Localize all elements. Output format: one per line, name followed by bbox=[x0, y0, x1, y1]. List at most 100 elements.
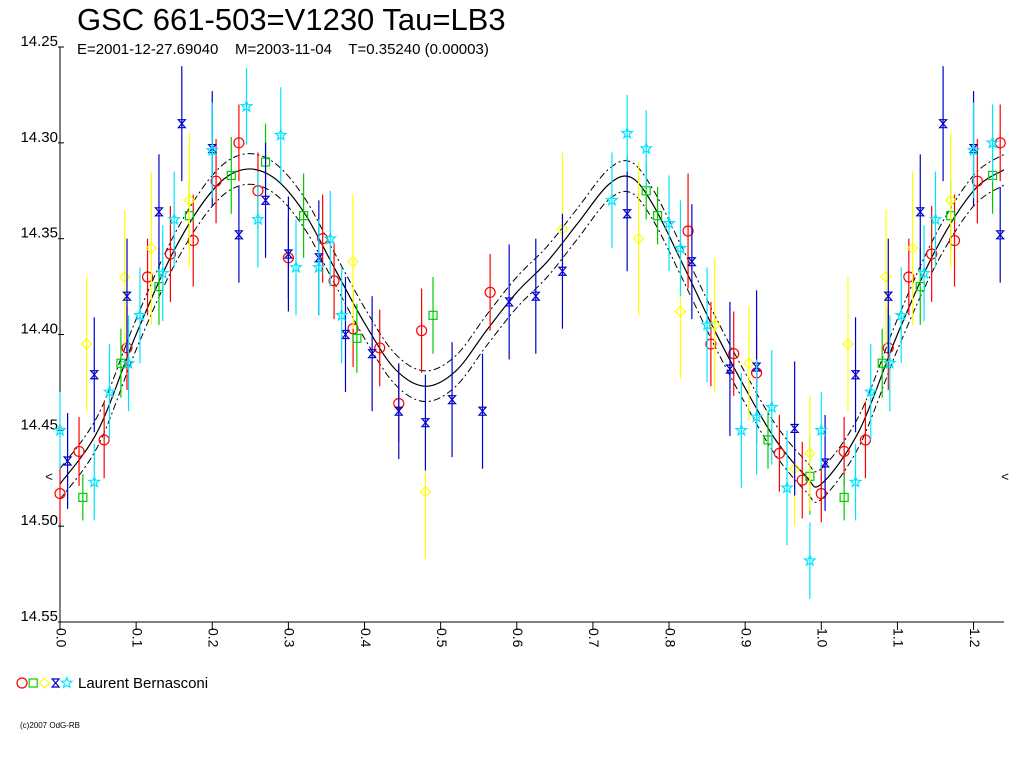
star-marker bbox=[749, 409, 764, 423]
star-marker bbox=[734, 423, 749, 437]
hourglass-marker bbox=[477, 406, 488, 416]
circle-marker bbox=[233, 137, 245, 149]
hourglass-marker bbox=[420, 418, 431, 428]
circle-marker bbox=[164, 248, 176, 260]
hourglass-marker bbox=[314, 253, 324, 263]
hourglass-marker bbox=[50, 678, 61, 688]
star-marker bbox=[673, 241, 688, 255]
hourglass-marker bbox=[968, 143, 979, 154]
star-marker bbox=[251, 212, 265, 226]
circle-marker bbox=[948, 234, 961, 247]
hourglass-marker bbox=[915, 207, 926, 217]
square-marker bbox=[78, 492, 88, 503]
hourglass-marker bbox=[725, 364, 735, 374]
x-tick-label: 0.9 bbox=[738, 628, 754, 648]
fit-curves bbox=[59, 153, 1005, 503]
star-marker bbox=[662, 216, 676, 230]
circle-marker bbox=[210, 175, 222, 187]
y-tick-label: 14.40 bbox=[20, 321, 58, 338]
star-marker bbox=[814, 423, 829, 437]
square-marker bbox=[428, 310, 438, 320]
circle-marker bbox=[926, 248, 938, 260]
star-marker bbox=[53, 423, 67, 437]
circle-marker bbox=[815, 487, 827, 500]
hourglass-marker bbox=[557, 266, 568, 276]
star-marker bbox=[205, 143, 220, 157]
x-tick-label: 0.8 bbox=[662, 628, 678, 648]
star-marker bbox=[87, 474, 102, 488]
hourglass-marker bbox=[176, 119, 187, 129]
diamond-marker bbox=[183, 194, 196, 207]
circle-marker bbox=[16, 677, 28, 689]
fit-upper-bound bbox=[59, 153, 1005, 473]
hourglass-marker bbox=[995, 230, 1006, 240]
star-marker bbox=[917, 265, 931, 279]
diamond-marker bbox=[674, 305, 687, 318]
hourglass-marker bbox=[283, 249, 294, 259]
star-marker bbox=[848, 474, 863, 488]
x-tick-label: 0.4 bbox=[358, 628, 374, 648]
hourglass-marker bbox=[393, 406, 404, 416]
y-tick-label: 14.25 bbox=[20, 33, 58, 50]
hourglass-marker bbox=[751, 362, 762, 372]
circle-marker bbox=[187, 234, 199, 247]
hourglass-marker bbox=[850, 370, 861, 380]
copyright-text: (c)2007 OdG-RB bbox=[20, 721, 81, 730]
hourglass-marker bbox=[687, 257, 697, 267]
edge-marker-left: < bbox=[45, 469, 53, 484]
circle-marker bbox=[682, 225, 694, 237]
circle-marker bbox=[141, 271, 154, 283]
circle-series bbox=[54, 104, 1006, 523]
diamond-marker bbox=[944, 194, 957, 207]
star-marker bbox=[620, 125, 635, 140]
star-marker bbox=[882, 355, 897, 370]
hourglass-marker bbox=[207, 143, 218, 154]
x-tick-label: 0.1 bbox=[129, 628, 145, 648]
star-marker bbox=[605, 193, 619, 207]
legend-markers bbox=[16, 675, 74, 689]
circle-marker bbox=[54, 487, 66, 500]
diamond-marker bbox=[880, 271, 892, 283]
hourglass-marker bbox=[883, 291, 894, 301]
diamond-marker bbox=[804, 447, 816, 460]
hourglass-marker bbox=[530, 291, 541, 301]
star-marker bbox=[121, 355, 136, 370]
y-tick-label: 14.30 bbox=[20, 129, 58, 146]
star-marker bbox=[764, 400, 779, 414]
square-marker bbox=[226, 170, 236, 181]
axes: 14.25 14.30 14.35 14.40 14.45 14.50 14.55 0.0 0.… bbox=[20, 33, 1004, 648]
circle-marker bbox=[484, 286, 496, 298]
x-tick-label: 0.7 bbox=[586, 628, 602, 648]
hourglass-marker bbox=[789, 423, 800, 434]
star-marker bbox=[311, 260, 326, 274]
y-tick-label: 14.45 bbox=[20, 416, 58, 433]
square-marker bbox=[299, 211, 309, 221]
y-tick-label: 14.50 bbox=[20, 512, 58, 529]
hourglass-marker bbox=[122, 291, 132, 301]
x-tick-label: 0.2 bbox=[206, 628, 222, 648]
chart-title: GSC 661-503=V1230 Tau=LB3 bbox=[77, 2, 506, 37]
diamond-marker bbox=[347, 255, 359, 268]
edge-marker-right: < bbox=[1001, 469, 1009, 484]
diamond-marker bbox=[38, 677, 51, 689]
circle-marker bbox=[773, 447, 786, 459]
circle-marker bbox=[374, 342, 386, 354]
diamond-marker bbox=[906, 242, 919, 255]
legend-label: Laurent Bernasconi bbox=[78, 674, 209, 692]
circle-marker bbox=[73, 445, 85, 458]
hourglass-marker bbox=[938, 119, 948, 129]
star-marker bbox=[928, 212, 943, 226]
diamond-marker bbox=[743, 357, 755, 370]
circle-marker bbox=[705, 338, 717, 350]
hourglass-marker bbox=[62, 456, 73, 466]
hourglass-marker bbox=[622, 209, 632, 219]
star-marker bbox=[155, 265, 170, 279]
diamond-marker bbox=[842, 338, 854, 350]
star-marker bbox=[780, 480, 794, 494]
legend: Laurent Bernasconi bbox=[16, 673, 208, 693]
star-marker bbox=[334, 308, 349, 322]
hourglass-marker bbox=[260, 195, 271, 205]
star-marker bbox=[894, 308, 909, 322]
circle-marker bbox=[903, 271, 915, 283]
